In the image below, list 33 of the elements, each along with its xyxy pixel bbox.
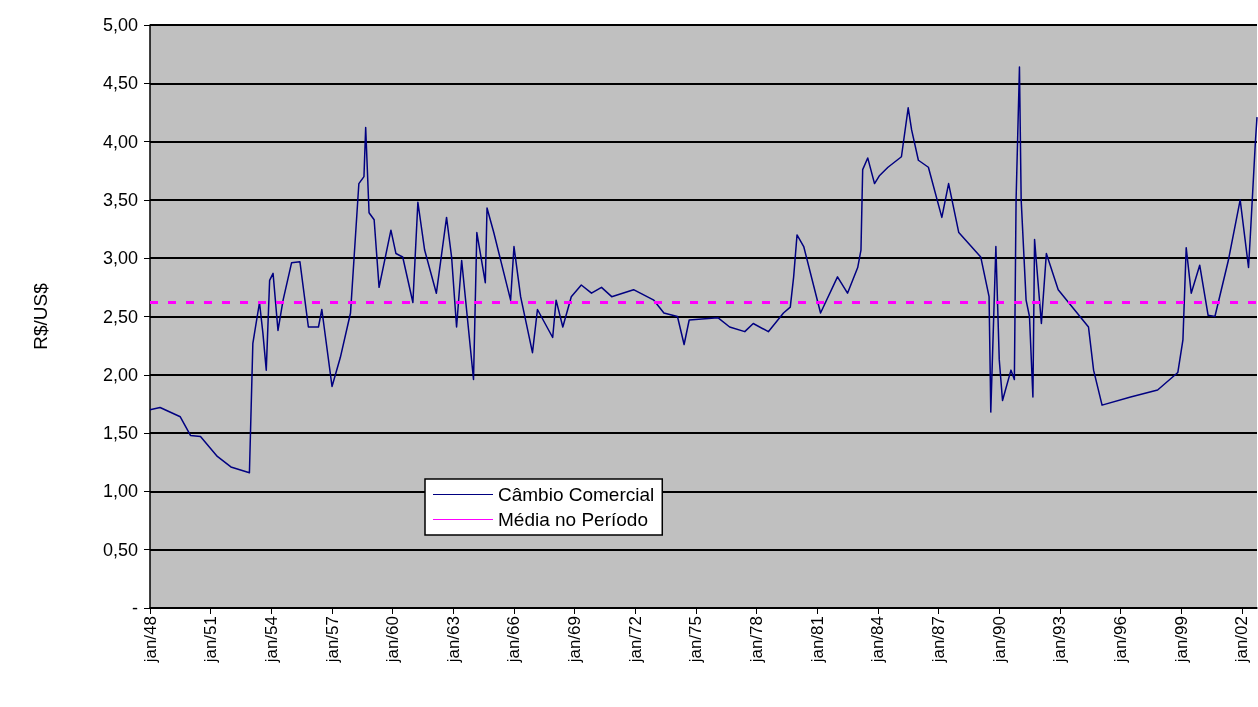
x-tick-label: jan/60: [383, 616, 403, 664]
x-tick-label: jan/48: [140, 616, 160, 664]
y-tick-label: 2,00: [102, 364, 138, 385]
y-tick-label: -: [132, 598, 138, 618]
x-tick-label: jan/75: [686, 616, 706, 664]
x-tick-label: jan/90: [989, 616, 1009, 664]
legend-label: Média no Período: [498, 509, 648, 530]
x-tick-label: jan/66: [504, 616, 524, 664]
x-tick-label: jan/72: [625, 616, 645, 664]
x-tick-label: jan/93: [1050, 616, 1070, 664]
y-tick-label: 4,00: [102, 131, 138, 152]
x-tick-label: jan/69: [565, 616, 585, 664]
x-tick-label: jan/87: [929, 616, 949, 664]
y-tick-label: 4,50: [102, 73, 138, 94]
x-tick-label: jan/84: [868, 616, 888, 664]
x-tick-label: jan/54: [261, 616, 281, 664]
y-tick-label: 3,00: [102, 248, 138, 269]
x-tick-label: jan/02: [1232, 616, 1252, 664]
x-tick-label: jan/81: [807, 616, 827, 664]
x-tick-label: jan/96: [1111, 616, 1131, 664]
y-tick-label: 5,00: [102, 15, 138, 35]
y-tick-label: 2,50: [102, 306, 138, 327]
y-tick-label: 1,00: [102, 481, 138, 502]
x-tick-label: jan/51: [201, 616, 221, 664]
x-tick-label: jan/57: [322, 616, 342, 664]
legend-label: Câmbio Comercial: [498, 484, 655, 505]
x-tick-label: jan/78: [747, 616, 767, 664]
y-tick-label: 1,50: [102, 423, 138, 444]
y-axis-title: R$/US$: [30, 282, 51, 350]
y-tick-label: 3,50: [102, 189, 138, 210]
y-tick-label: 0,50: [102, 539, 138, 560]
x-tick-label: jan/63: [443, 616, 463, 664]
x-tick-label: jan/99: [1171, 616, 1191, 664]
